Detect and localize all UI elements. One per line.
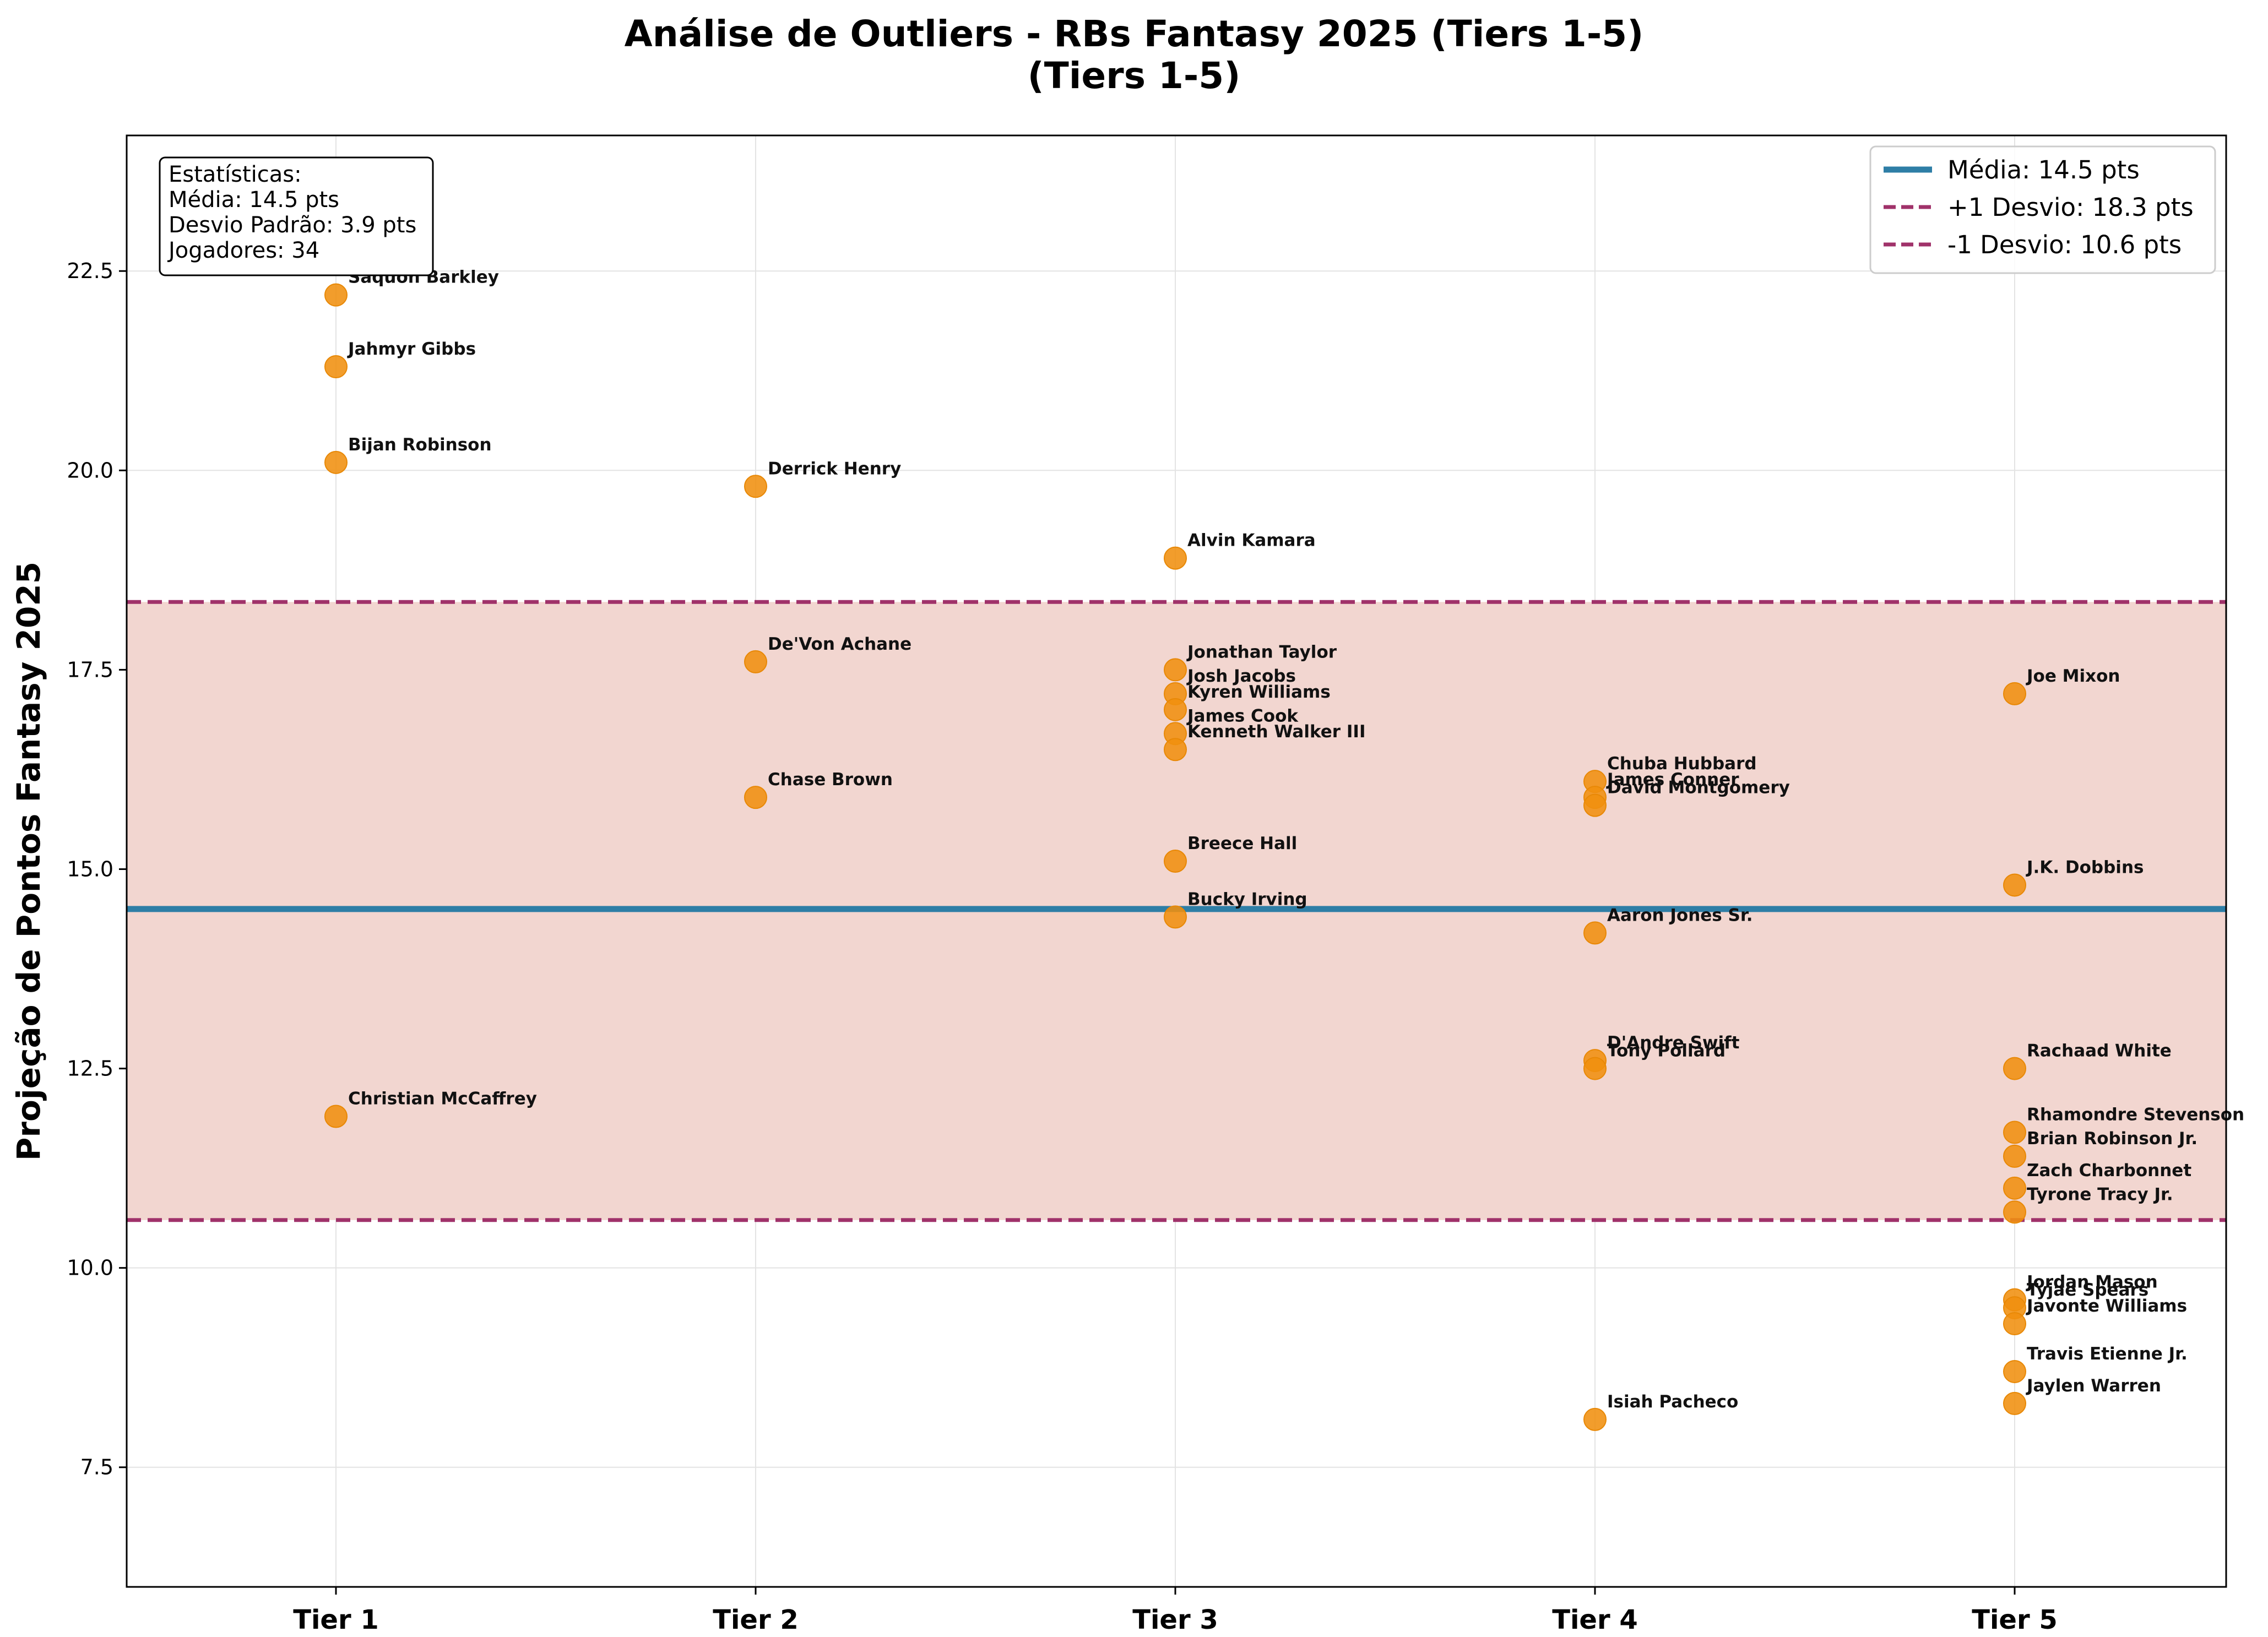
stats-line: Jogadores: 34 (167, 238, 319, 263)
data-point (324, 1105, 348, 1128)
stats-box: Estatísticas: Média: 14.5 pts Desvio Padrã… (159, 156, 434, 276)
point-label: Javonte Williams (2026, 1296, 2187, 1316)
legend-label: Média: 14.5 pts (1947, 155, 2140, 184)
data-point (744, 786, 767, 809)
point-label: David Montgomery (1607, 778, 1790, 798)
x-tick-label: Tier 1 (293, 1605, 379, 1635)
point-label: Alvin Kamara (1187, 531, 1316, 551)
point-label: Jaylen Warren (2026, 1376, 2161, 1396)
point-label: Bucky Irving (1187, 889, 1307, 909)
data-point (744, 650, 767, 673)
legend-label: +1 Desvio: 18.3 pts (1947, 193, 2194, 222)
data-point (2003, 1312, 2026, 1336)
plot-frame (126, 134, 2227, 1588)
y-tick-label: 12.5 (67, 1057, 113, 1081)
stats-box-frame (159, 156, 434, 276)
point-label: De'Von Achane (768, 634, 911, 654)
data-point (2003, 1359, 2026, 1383)
point-label: D'Andre Swift (1607, 1033, 1740, 1053)
point-label: Kyren Williams (1187, 682, 1331, 702)
data-point (1164, 698, 1187, 721)
stats-line: Estatísticas: (169, 162, 302, 187)
data-point (2003, 1121, 2026, 1144)
point-label: Aaron Jones Sr. (1607, 905, 1753, 925)
data-point (1583, 1407, 1607, 1431)
point-label: Travis Etienne Jr. (2027, 1344, 2188, 1364)
data-points (324, 283, 2026, 1431)
stats-line: Desvio Padrão: 3.9 pts (169, 213, 416, 238)
data-point (2003, 682, 2026, 705)
data-point (324, 355, 348, 379)
y-tick-label: 20.0 (67, 458, 113, 482)
data-point (2003, 1391, 2026, 1415)
point-label: Jonathan Taylor (1186, 642, 1337, 662)
data-point (2003, 1057, 2026, 1080)
point-label: Chase Brown (768, 770, 893, 790)
point-label: Christian McCaffrey (348, 1089, 537, 1108)
data-point (324, 450, 348, 474)
point-label: Kenneth Walker III (1187, 722, 1365, 742)
point-label: Rachaad White (2027, 1041, 2172, 1061)
point-label: Chuba Hubbard (1607, 754, 1757, 774)
data-point (1583, 921, 1607, 945)
data-point (744, 475, 767, 498)
point-label: Jahmyr Gibbs (347, 339, 476, 359)
point-label: James Conner (1606, 770, 1739, 790)
y-tick-label: 22.5 (67, 259, 113, 283)
stats-line: Média: 14.5 pts (169, 187, 339, 213)
chart-title: Análise de Outliers - RBs Fantasy 2025 (… (625, 13, 1644, 55)
point-label: Isiah Pacheco (1607, 1392, 1738, 1412)
x-tick-label: Tier 4 (1552, 1605, 1638, 1635)
point-label: Bijan Robinson (348, 435, 492, 455)
legend-items: Média: 14.5 pts +1 Desvio: 18.3 pts -1 Des… (1884, 155, 2194, 259)
stats-text: Estatísticas: Média: 14.5 pts Desvio Padrã… (167, 162, 416, 263)
x-axis-ticks: Tier 1 Tier 2 Tier 3 Tier 4 Tier 5 (293, 1587, 2058, 1635)
data-point (1164, 905, 1187, 929)
point-label: James Cook (1186, 706, 1299, 726)
point-label: J.K. Dobbins (2026, 857, 2144, 877)
point-label: Tony Pollard (1607, 1041, 1726, 1061)
point-label: Zach Charbonnet (2027, 1161, 2191, 1181)
point-label: Derrick Henry (768, 459, 901, 478)
point-label: Brian Robinson Jr. (2027, 1129, 2198, 1149)
point-label: Tyrone Tracy Jr. (2027, 1184, 2173, 1204)
y-tick-label: 17.5 (67, 657, 113, 682)
data-point (2003, 873, 2026, 897)
y-tick-label: 15.0 (67, 857, 113, 881)
x-tick-label: Tier 3 (1132, 1605, 1218, 1635)
data-point (1164, 546, 1187, 570)
y-axis-ticks: 7.5 10.0 12.5 15.0 17.5 20.0 22.5 (67, 259, 127, 1480)
legend-label: -1 Desvio: 10.6 pts (1947, 230, 2182, 259)
chart-subtitle: (Tiers 1-5) (1028, 55, 1241, 97)
point-label: Tyjae Spears (2027, 1280, 2148, 1300)
y-tick-label: 7.5 (80, 1455, 113, 1480)
x-tick-label: Tier 2 (713, 1605, 799, 1635)
x-tick-label: Tier 5 (1972, 1605, 2058, 1635)
data-point (2003, 1144, 2026, 1168)
point-label: Jordan Mason (2026, 1272, 2158, 1292)
data-point (1164, 738, 1187, 762)
point-label: Rhamondre Stevenson (2027, 1105, 2244, 1124)
data-point (2003, 1200, 2026, 1224)
data-point (1164, 850, 1187, 873)
data-point (2003, 1176, 2026, 1200)
legend-frame (1869, 145, 2216, 274)
y-tick-label: 10.0 (67, 1256, 113, 1280)
point-label: Breece Hall (1187, 834, 1297, 853)
point-label: Joe Mixon (2026, 666, 2120, 686)
data-point (1164, 658, 1187, 682)
data-point (324, 283, 348, 307)
y-axis-label: Projeção de Pontos Fantasy 2025 (10, 562, 47, 1161)
data-point (1583, 793, 1607, 817)
legend: Média: 14.5 pts +1 Desvio: 18.3 pts -1 Des… (1869, 145, 2216, 274)
point-label: Josh Jacobs (1186, 666, 1296, 686)
data-point (1583, 1057, 1607, 1080)
